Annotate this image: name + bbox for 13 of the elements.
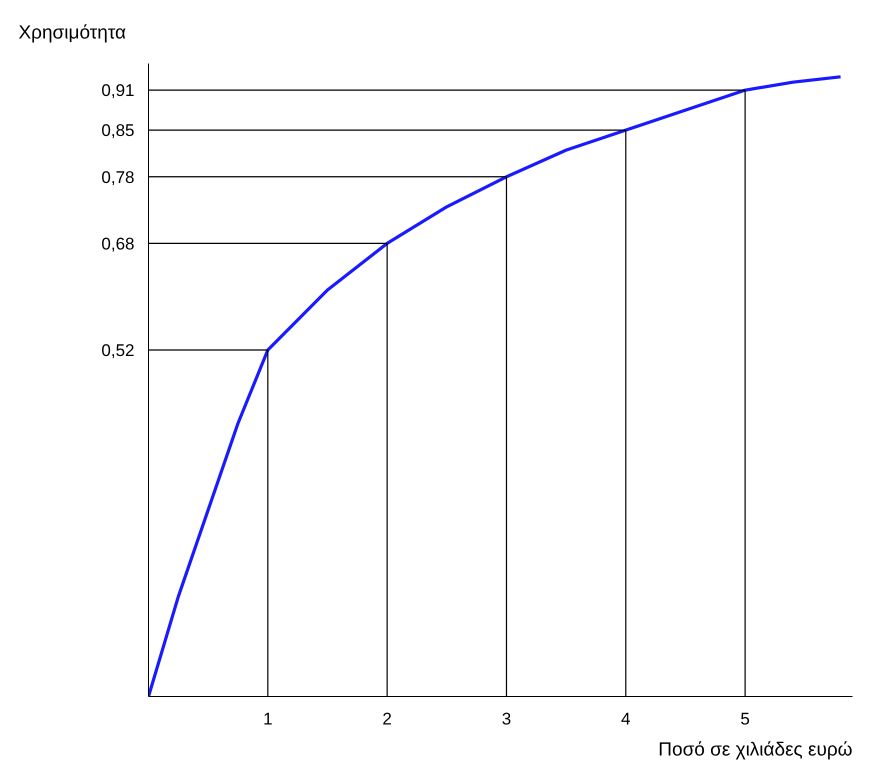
line-series <box>148 75 842 696</box>
y-tick-label: 0,78 <box>101 168 135 187</box>
y-tick-label: 0,85 <box>101 121 135 140</box>
y-tick-label: 0,91 <box>101 81 135 100</box>
x-tick-label: 2 <box>382 710 392 728</box>
x-tick-label: 5 <box>740 710 750 728</box>
y-tick-label: 0,52 <box>101 341 135 360</box>
x-tick-label: 3 <box>502 710 512 728</box>
x-tick-label: 1 <box>263 710 273 728</box>
y-axis-title: Χρησιμότητα <box>18 22 126 44</box>
x-axis-title: Ποσό σε χιλιάδες ευρώ <box>658 740 853 760</box>
y-tick-label: 0,68 <box>101 234 135 254</box>
x-tick-label: 4 <box>621 710 631 728</box>
